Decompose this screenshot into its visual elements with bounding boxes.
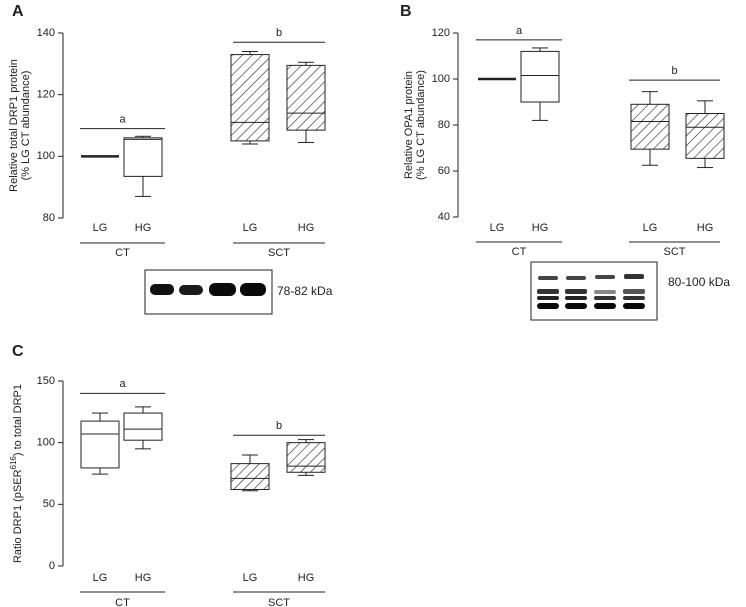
significance-label: a <box>119 378 126 390</box>
y-tick-label: 100 <box>37 150 55 162</box>
y-tick-label: 80 <box>438 119 450 131</box>
significance-label: b <box>276 420 282 432</box>
y-axis-title: Relative total DRP1 protein <box>8 59 20 192</box>
y-tick-label: 0 <box>49 560 55 572</box>
y-axis-title-part: Relative OPA1 protein <box>403 71 415 179</box>
y-tick-label: 120 <box>432 27 450 39</box>
y-axis-title-part: (% LG CT abundance) <box>415 70 427 180</box>
box <box>230 54 270 142</box>
western-blot <box>144 269 273 315</box>
box <box>230 463 270 491</box>
x-tick-label: LG <box>243 222 258 234</box>
group-label: CT <box>115 597 130 607</box>
y-tick-label: 50 <box>43 498 55 510</box>
x-tick-label: HG <box>298 222 315 234</box>
group-label: SCT <box>664 246 686 258</box>
blot-label: 78-82 kDa <box>277 284 333 298</box>
y-tick-label: 150 <box>37 375 55 387</box>
box <box>630 103 670 150</box>
y-tick-label: 140 <box>37 27 55 39</box>
y-axis-title: (% LG CT abundance) <box>20 71 32 181</box>
y-axis-title-part: ) to total DRP1 <box>12 384 24 456</box>
box <box>80 420 120 469</box>
significance-label: b <box>276 27 282 39</box>
y-tick-label: 60 <box>438 165 450 177</box>
group-label: CT <box>512 246 527 258</box>
significance-label: a <box>516 25 523 37</box>
y-axis-title-part: (% LG CT abundance) <box>20 71 32 181</box>
significance-label: b <box>671 65 677 77</box>
x-tick-label: LG <box>243 572 258 584</box>
box <box>286 442 326 473</box>
x-tick-label: HG <box>135 572 152 584</box>
box <box>286 64 326 131</box>
y-tick-label: 80 <box>43 212 55 224</box>
x-tick-label: LG <box>93 572 108 584</box>
panel-label: C <box>12 343 24 360</box>
blot-label: 80-100 kDa <box>668 275 730 289</box>
y-axis-title-part: 616 <box>9 456 18 470</box>
box <box>685 113 725 159</box>
x-tick-label: HG <box>697 222 714 234</box>
y-tick-label: 40 <box>438 211 450 223</box>
x-tick-label: LG <box>490 222 505 234</box>
western-blot <box>530 261 658 321</box>
x-tick-label: LG <box>643 222 658 234</box>
x-tick-label: LG <box>93 222 108 234</box>
y-axis-title-part: Ratio DRP1 (pSER <box>12 469 24 563</box>
y-tick-label: 100 <box>37 437 55 449</box>
x-tick-label: HG <box>532 222 549 234</box>
box <box>123 412 163 441</box>
significance-label: a <box>119 113 126 125</box>
y-axis-title: Relative OPA1 protein <box>403 71 415 179</box>
group-label: CT <box>115 247 130 259</box>
x-tick-label: HG <box>298 572 315 584</box>
panel-label: B <box>400 3 412 20</box>
box <box>520 50 560 103</box>
box <box>123 137 163 177</box>
y-tick-label: 100 <box>432 73 450 85</box>
y-axis-title-part: Relative total DRP1 protein <box>8 59 20 192</box>
panel-label: A <box>12 3 24 20</box>
y-tick-label: 120 <box>37 89 55 101</box>
y-axis-title: (% LG CT abundance) <box>415 70 427 180</box>
group-label: SCT <box>268 597 290 607</box>
x-tick-label: HG <box>135 222 152 234</box>
y-axis-title: Ratio DRP1 (pSER616) to total DRP1 <box>9 384 24 563</box>
group-label: SCT <box>268 247 290 259</box>
